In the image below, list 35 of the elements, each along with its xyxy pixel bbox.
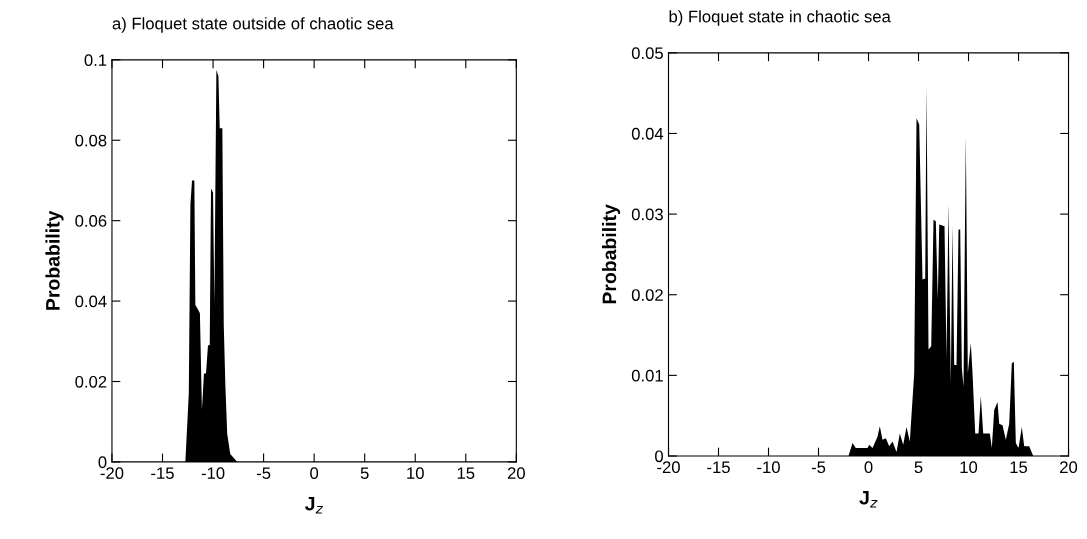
x-tick-label: -10 — [201, 467, 225, 480]
x-tick-label: 15 — [1010, 461, 1028, 474]
x-tick-label: -10 — [757, 461, 780, 474]
x-tick-label: 5 — [360, 467, 369, 480]
x-tick-label: 20 — [507, 467, 525, 480]
x-tick-label: -15 — [707, 461, 730, 474]
y-tick-label: 0.08 — [75, 134, 107, 147]
x-axis-title: J$_{z}$ — [305, 496, 324, 514]
y-tick-label: 0.06 — [75, 215, 107, 227]
y-axis-title: Probability — [601, 204, 621, 304]
x-axis-title: J$_{z}$ — [859, 490, 878, 508]
x-tick-label: -5 — [811, 461, 826, 474]
x-tick-label: -20 — [657, 461, 680, 474]
y-tick-label: 0.04 — [631, 127, 664, 140]
y-axis-title: Probability — [45, 210, 64, 310]
x-tick-label: 0 — [310, 467, 319, 480]
chart-title: b) Floquet state in chaotic sea — [669, 10, 891, 26]
y-tick-label: 0.05 — [631, 47, 663, 60]
y-tick-label: 0.1 — [84, 54, 107, 67]
x-tick-label: -5 — [256, 467, 271, 480]
x-tick-label: 15 — [457, 467, 475, 480]
x-tick-label: -20 — [100, 467, 124, 480]
y-tick-label: 0.02 — [631, 289, 663, 301]
x-tick-label: 10 — [407, 467, 424, 480]
x-tick-label: -15 — [151, 467, 174, 480]
chart-title: a) Floquet state outside of chaotic sea — [112, 17, 394, 33]
y-tick-label: 0.04 — [75, 295, 107, 308]
y-tick-label: 0.01 — [631, 369, 663, 382]
x-tick-label: 0 — [864, 461, 873, 474]
x-tick-label: 10 — [960, 461, 978, 474]
x-tick-label: 20 — [1060, 461, 1078, 474]
y-tick-label: 0.02 — [75, 375, 107, 388]
x-tick-label: 5 — [914, 461, 923, 474]
y-tick-label: 0 — [655, 450, 663, 463]
y-tick-label: 0.03 — [631, 208, 663, 221]
